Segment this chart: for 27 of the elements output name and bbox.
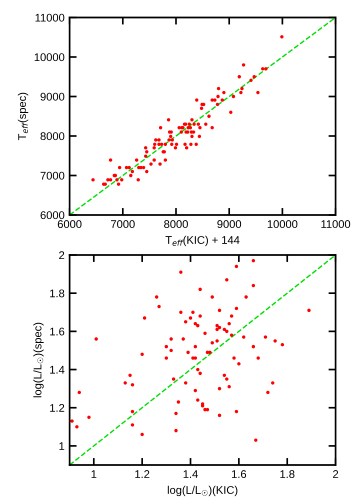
y-axis-title: log(L/L$_{☉}$)(spec) [33, 322, 44, 398]
y-tick-label: 11000 [36, 14, 64, 22]
x-tick-label: 10000 [268, 220, 298, 228]
x-axis-title: T$_{eff}$(KIC) + 144 [166, 236, 240, 246]
y-tick-label: 1.6 [50, 328, 64, 336]
y-tick-label: 1.4 [50, 366, 64, 374]
x-tick-label: 9000 [217, 220, 242, 228]
y-tick-label: 8000 [40, 132, 64, 140]
x-tick-label: 1.2 [135, 470, 150, 478]
x-tick-label: 1.6 [232, 470, 246, 478]
y-tick-label: 6000 [40, 211, 64, 220]
x-tick-label: 7000 [111, 220, 135, 228]
y-tick-label: 2 [59, 251, 64, 260]
x-tick-label: 1.4 [184, 470, 198, 478]
x-tick-label: 8000 [164, 220, 188, 228]
y-tick-label: 1.2 [50, 404, 64, 412]
x-tick-label: 1 [92, 470, 96, 478]
y-tick-label: 7000 [40, 172, 64, 180]
y-tick-label: 1.8 [50, 289, 64, 298]
y-tick-label: 10000 [34, 53, 64, 62]
y-tick-label: 9000 [40, 92, 64, 101]
x-tick-label: 2 [333, 470, 338, 478]
x-tick-label: 11000 [321, 220, 350, 228]
y-tick-label: 1 [59, 442, 64, 450]
y-axis-title: T$_{eff}$(spec) [18, 92, 28, 140]
x-axis-title: log(L/L$_{☉}$)(KIC) [168, 486, 238, 496]
x-tick-label: 1.8 [280, 470, 294, 478]
